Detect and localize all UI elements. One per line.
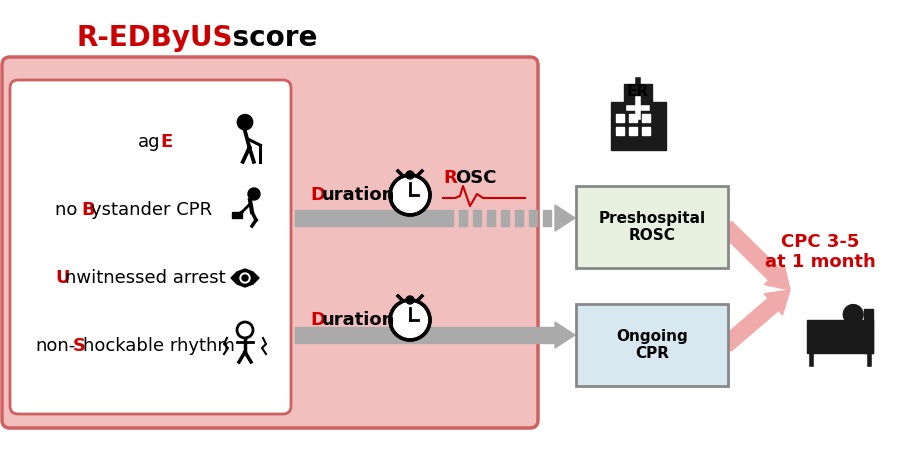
Text: OSC: OSC xyxy=(455,169,497,187)
Bar xyxy=(459,210,467,226)
Circle shape xyxy=(390,175,430,215)
Text: D: D xyxy=(310,186,325,204)
Bar xyxy=(473,210,481,226)
Bar xyxy=(515,210,523,226)
Text: ag: ag xyxy=(138,133,160,151)
Text: hockable rhythm: hockable rhythm xyxy=(83,337,235,355)
Text: E: E xyxy=(160,133,172,151)
Text: R: R xyxy=(443,169,456,187)
Bar xyxy=(501,210,509,226)
Text: nwitnessed arrest: nwitnessed arrest xyxy=(65,269,226,287)
Bar xyxy=(807,320,873,353)
Polygon shape xyxy=(721,290,790,351)
Polygon shape xyxy=(555,205,575,231)
Text: ER: ER xyxy=(627,85,649,100)
Bar xyxy=(628,127,636,135)
Bar xyxy=(543,210,551,226)
FancyBboxPatch shape xyxy=(10,80,291,414)
Text: CPC 3-5
at 1 month: CPC 3-5 at 1 month xyxy=(765,233,876,271)
FancyBboxPatch shape xyxy=(2,57,538,428)
FancyBboxPatch shape xyxy=(576,304,728,386)
Polygon shape xyxy=(720,221,790,290)
Circle shape xyxy=(843,305,863,324)
Text: D: D xyxy=(310,311,325,329)
Text: B: B xyxy=(81,201,94,219)
Bar xyxy=(624,84,652,102)
Polygon shape xyxy=(555,322,575,348)
Bar xyxy=(232,212,242,218)
Text: uration: uration xyxy=(322,311,395,329)
Bar xyxy=(487,210,495,226)
Circle shape xyxy=(238,115,253,130)
Bar xyxy=(445,210,453,226)
Bar xyxy=(628,114,636,122)
Text: score: score xyxy=(223,24,317,52)
Bar xyxy=(295,327,555,343)
Bar xyxy=(295,210,445,226)
Text: non-: non- xyxy=(35,337,76,355)
Bar xyxy=(864,309,873,353)
Text: R-EDByUS: R-EDByUS xyxy=(76,24,233,52)
Bar xyxy=(642,127,650,135)
Text: no: no xyxy=(55,201,83,219)
Text: Ongoing
CPR: Ongoing CPR xyxy=(616,329,688,361)
FancyBboxPatch shape xyxy=(576,186,728,268)
Circle shape xyxy=(248,188,260,200)
Bar xyxy=(642,114,650,122)
Bar xyxy=(610,102,665,150)
Circle shape xyxy=(406,296,414,304)
Bar xyxy=(529,210,537,226)
Bar xyxy=(616,114,624,122)
Text: U: U xyxy=(55,269,69,287)
Text: Preshospital
ROSC: Preshospital ROSC xyxy=(598,211,706,243)
Circle shape xyxy=(240,273,250,283)
Polygon shape xyxy=(231,269,259,287)
Circle shape xyxy=(242,275,248,281)
Circle shape xyxy=(406,171,414,179)
Text: S: S xyxy=(73,337,86,355)
Bar xyxy=(616,127,624,135)
Text: uration: uration xyxy=(322,186,395,204)
Circle shape xyxy=(390,300,430,340)
Text: ystander CPR: ystander CPR xyxy=(91,201,212,219)
